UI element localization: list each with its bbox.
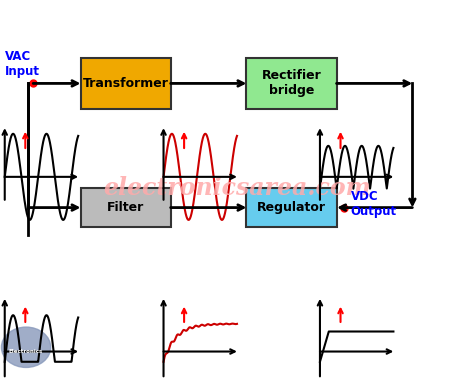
Text: electronicsarea.com: electronicsarea.com bbox=[103, 176, 371, 200]
FancyBboxPatch shape bbox=[81, 188, 171, 227]
Text: Electronics: Electronics bbox=[9, 349, 43, 353]
Text: Transformer: Transformer bbox=[82, 77, 169, 90]
FancyBboxPatch shape bbox=[246, 188, 337, 227]
Text: VAC
Input: VAC Input bbox=[5, 50, 40, 78]
Text: Rectifier
bridge: Rectifier bridge bbox=[262, 69, 321, 97]
Text: Filter: Filter bbox=[107, 201, 144, 214]
Text: VDC
Output: VDC Output bbox=[351, 190, 397, 218]
FancyBboxPatch shape bbox=[246, 58, 337, 109]
Text: Regulator: Regulator bbox=[257, 201, 326, 214]
FancyBboxPatch shape bbox=[81, 58, 171, 109]
Circle shape bbox=[1, 327, 51, 367]
